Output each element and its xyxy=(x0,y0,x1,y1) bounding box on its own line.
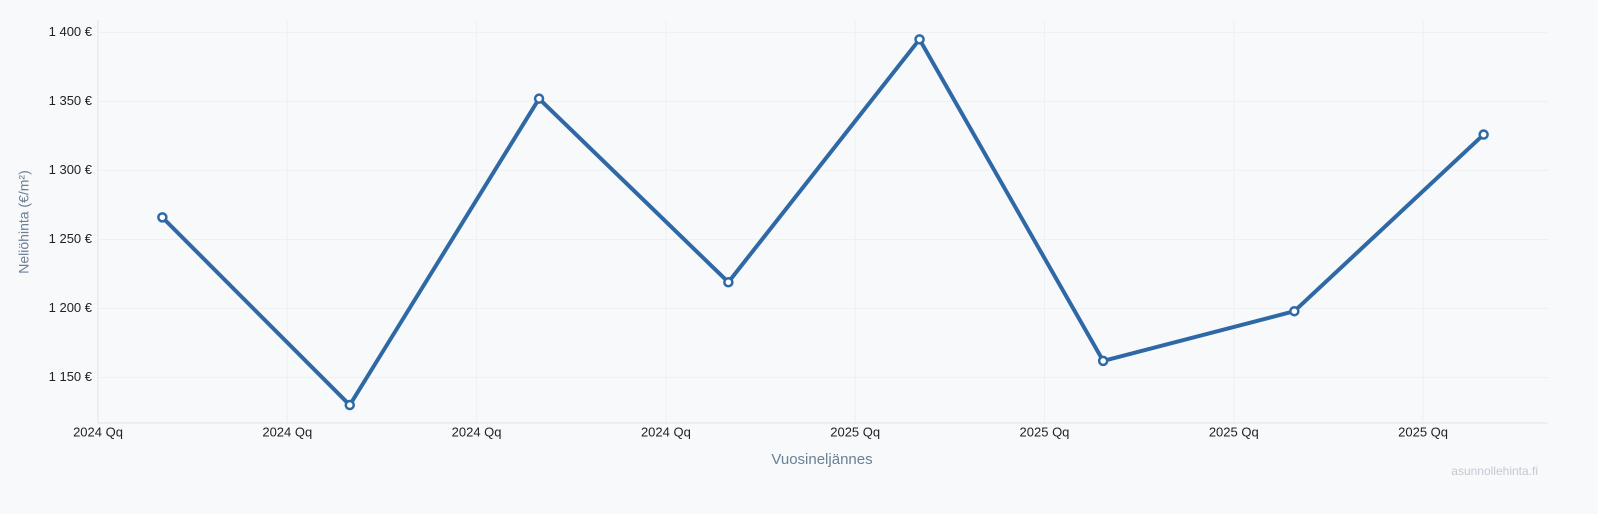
point xyxy=(914,34,925,45)
x-tick-label: 2024 Qq xyxy=(73,424,123,439)
x-tick-label: 2024 Qq xyxy=(641,424,691,439)
y-tick-label: 1 300 € xyxy=(49,162,93,177)
x-tick-label: 2025 Qq xyxy=(1209,424,1259,439)
point xyxy=(1097,355,1109,367)
watermark: asunnollehinta.fi xyxy=(1451,464,1538,478)
y-tick-label: 1 400 € xyxy=(49,24,93,39)
x-axis-title: Vuosineljännes xyxy=(771,451,872,468)
point xyxy=(1289,305,1300,317)
point xyxy=(344,399,356,411)
x-tick-label: 2025 Qq xyxy=(1020,424,1070,439)
line xyxy=(160,37,1486,408)
y-tick-label: 1 200 € xyxy=(49,300,93,315)
x-tick-label: 2025 Qq xyxy=(830,424,880,439)
x-tick-label: 2024 Qq xyxy=(452,424,502,439)
point xyxy=(1478,129,1489,140)
y-axis-title: Neliöhinta (€/m²) xyxy=(16,170,32,273)
x-tick-label: 2025 Qq xyxy=(1398,424,1448,439)
point xyxy=(533,93,545,104)
y-tick-label: 1 350 € xyxy=(49,93,93,108)
y-tick-label: 1 250 € xyxy=(49,231,93,246)
point xyxy=(157,212,168,223)
y-tick-label: 1 150 € xyxy=(49,369,93,384)
x-tick-label: 2024 Qq xyxy=(262,424,312,439)
point xyxy=(723,276,734,288)
